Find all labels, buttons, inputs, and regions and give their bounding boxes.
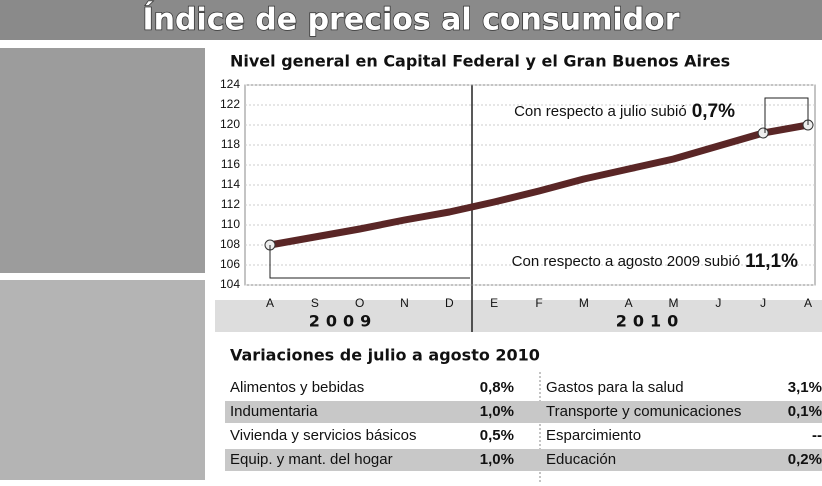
y-tick-label: 116 [221,157,240,171]
table-cell: 1,0% [480,451,514,468]
table-cell: -- [812,427,822,444]
y-tick-label: 120 [220,117,240,131]
table-cell: 0,2% [788,451,822,468]
table-cell: Indumentaria [230,403,318,420]
y-tick-label: 124 [220,77,240,91]
x-tick-label: N [400,296,409,310]
annotation-connector [270,245,470,278]
table-cell: 0,8% [480,379,514,396]
chart-subtitle: Nivel general en Capital Federal y el Gr… [230,52,730,71]
annotation-value: 0,7% [692,101,735,122]
table-cell: Esparcimiento [546,427,641,444]
y-tick-label: 122 [220,97,240,111]
x-tick-label: A [266,296,274,310]
x-tick-label: J [715,296,721,310]
table-cell: Gastos para la salud [546,379,684,396]
year-label: 2010 [616,312,685,331]
marker [758,128,768,138]
table-cell: 1,0% [480,403,514,420]
year-band [215,300,822,332]
table-cell: Educación [546,451,616,468]
y-tick-label: 118 [221,137,240,151]
x-tick-label: F [535,296,542,310]
table-cell: 3,1% [788,379,822,396]
table-title: Variaciones de julio a agosto 2010 [230,346,540,365]
x-tick-label: A [625,296,633,310]
annotation-text: Con respecto a julio subió [514,103,687,120]
table-cell: Equip. y mant. del hogar [230,451,393,468]
x-tick-label: E [490,296,498,310]
annotation: Con respecto a julio subió 0,7% [514,101,735,122]
table-cell: Alimentos y bebidas [230,379,364,396]
x-tick-label: M [579,296,589,310]
x-tick-label: D [445,296,454,310]
table-cell: Transporte y comunicaciones [546,403,741,420]
y-tick-label: 110 [221,217,240,231]
y-tick-label: 104 [220,277,240,291]
table-cell: Vivienda y servicios básicos [230,427,416,444]
y-tick-label: 106 [220,257,240,271]
y-tick-label: 114 [221,177,240,191]
chart-title: Índice de precios al consumidor [142,2,679,38]
x-tick-label: M [669,296,679,310]
infographic: Índice de precios al consumidor Nivel ge… [0,0,822,482]
annotation-text: Con respecto a agosto 2009 subió [512,253,741,270]
table-cell: 0,1% [788,403,822,420]
photo-store [0,280,205,480]
x-tick-label: J [760,296,766,310]
x-tick-label: O [355,296,364,310]
photo-market [0,48,205,273]
x-tick-label: S [311,296,319,310]
x-tick-label: A [804,296,812,310]
table-cell: 0,5% [480,427,514,444]
y-tick-label: 108 [220,237,240,251]
year-label: 2009 [309,312,378,331]
y-tick-label: 112 [221,197,240,211]
annotation-value: 11,1% [745,251,798,272]
